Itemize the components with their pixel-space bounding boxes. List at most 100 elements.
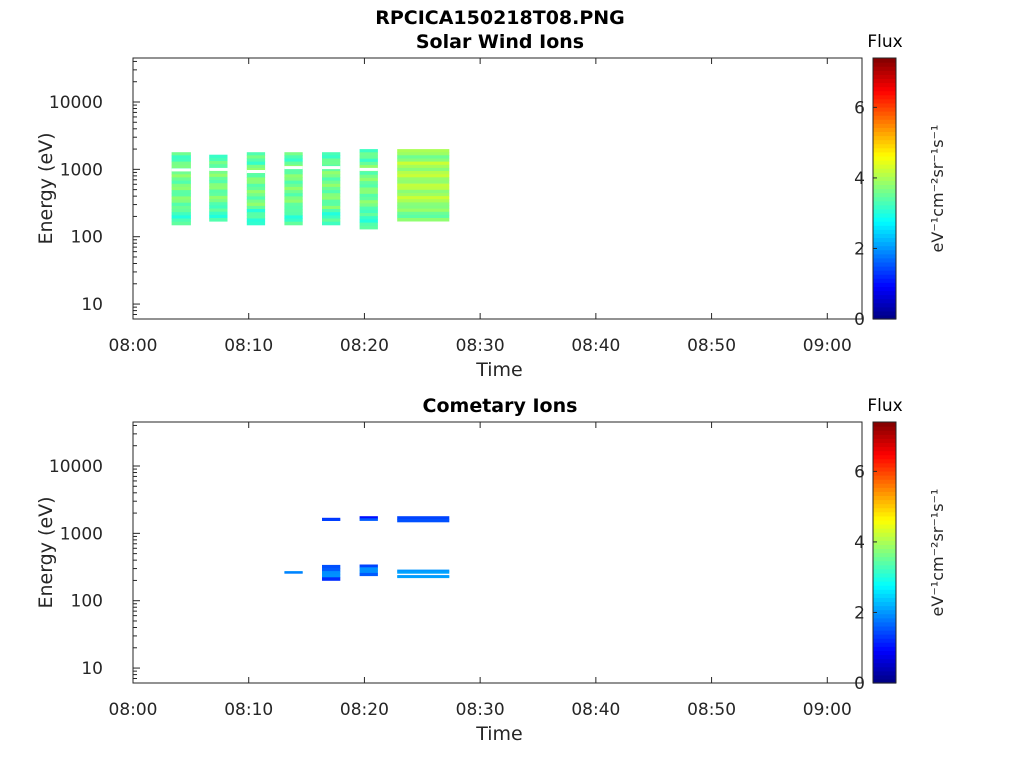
heatmap-cell (397, 167, 450, 172)
heatmap-cell (322, 209, 341, 213)
heatmap-gap (322, 166, 341, 170)
heatmap-cell (397, 149, 450, 153)
colorbar-cell (873, 98, 896, 104)
heatmap-cell (246, 212, 266, 216)
heatmap-cell (284, 168, 303, 172)
colorbar-cell (873, 176, 896, 181)
heatmap-cell (171, 152, 191, 156)
heatmap-cell (209, 189, 228, 194)
colorbar-cell (873, 192, 896, 198)
heatmap-cell (359, 216, 378, 220)
heatmap-cell (359, 152, 378, 156)
heatmap-cell (171, 177, 191, 181)
colorbar-cell (873, 430, 896, 435)
heatmap-cell (284, 155, 303, 159)
heatmap-cell (171, 164, 191, 169)
colorbar-cell (873, 290, 896, 296)
colorbar-cell (873, 670, 896, 676)
heatmap-cell (322, 161, 341, 166)
colorbar-cell (873, 475, 896, 480)
colorbar-cell (873, 515, 896, 521)
heatmap-cell (284, 209, 303, 213)
colorbar-cell (873, 204, 896, 210)
heatmap-cell (246, 221, 266, 226)
colorbar-cell (873, 200, 896, 206)
colorbar-tick-label: 2 (854, 603, 865, 623)
heatmap-cell (284, 218, 303, 223)
y-tick-label: 1000 (60, 524, 103, 544)
colorbar-cell (873, 560, 896, 566)
heatmap-cell (397, 569, 450, 572)
heatmap-cell (397, 180, 450, 184)
colorbar-cell (873, 674, 896, 680)
colorbar-cell (873, 217, 896, 222)
colorbar-cell (873, 278, 896, 283)
colorbar-cell (873, 544, 896, 550)
heatmap-cell (322, 519, 341, 521)
heatmap-cell (359, 149, 378, 153)
panel-title: Cometary Ions (423, 395, 578, 417)
heatmap-cell (397, 171, 450, 175)
heatmap-cell (284, 193, 303, 197)
colorbar-cell (873, 597, 896, 603)
heatmap-cell (322, 171, 341, 175)
heatmap-cell (322, 196, 341, 200)
heatmap-cell (322, 193, 341, 197)
colorbar-cell (873, 229, 896, 234)
heatmap-cell (171, 190, 191, 194)
colorbar-cell (873, 119, 896, 124)
colorbar-cell (873, 422, 896, 427)
x-tick-label: 09:00 (803, 336, 852, 356)
heatmap-cell (359, 197, 378, 201)
heatmap-cell (246, 174, 266, 178)
heatmap-cell (209, 186, 228, 190)
heatmap-cell (322, 177, 341, 181)
heatmap-cell (359, 213, 378, 217)
colorbar-cell (873, 135, 896, 141)
colorbar-cell (873, 585, 896, 590)
colorbar-cell (873, 634, 896, 639)
colorbar-cell (873, 282, 896, 287)
colorbar-cell (873, 446, 896, 452)
heatmap-cell (284, 152, 303, 156)
x-tick-label: 08:30 (456, 700, 505, 720)
heatmap-cell (359, 200, 378, 204)
heatmap-cell (246, 168, 266, 172)
heatmap-cell (284, 212, 303, 216)
colorbar-cell (873, 294, 896, 300)
x-tick-label: 08:00 (109, 336, 158, 356)
colorbar-cell (873, 127, 896, 133)
heatmap-cell (284, 196, 303, 200)
heatmap-cell (246, 155, 266, 159)
heatmap-cell (359, 187, 378, 192)
colorbar-cell (873, 654, 896, 660)
x-tick-label: 08:10 (224, 336, 273, 356)
heatmap-cell (246, 152, 266, 156)
heatmap-cell (397, 183, 450, 188)
colorbar-tick-label: 6 (854, 462, 865, 482)
colorbar-cell (873, 589, 896, 594)
heatmap-cell (209, 205, 228, 209)
y-axis-label: Energy (eV) (35, 496, 57, 608)
colorbar-cell (873, 593, 896, 598)
colorbar-cell (873, 540, 896, 545)
heatmap-cell (171, 155, 191, 159)
heatmap-cell (284, 177, 303, 181)
panel-1: Solar Wind Ions 08:00 08:10 08:20 08:30 08:40… (35, 31, 947, 381)
heatmap-cell (322, 158, 341, 163)
colorbar-cell (873, 568, 896, 574)
heatmap-cell (359, 572, 378, 577)
colorbar-cell (873, 172, 896, 177)
heatmap-cell (171, 221, 191, 226)
figure-title: RPCICA150218T08.PNG (375, 7, 625, 29)
heatmap-cell (171, 202, 191, 207)
colorbar-cell (873, 78, 896, 84)
x-tick-label: 08:20 (340, 700, 389, 720)
colorbar-cell (873, 458, 896, 464)
x-axis-label: Time (475, 723, 523, 745)
heatmap-cell (322, 190, 341, 194)
colorbar-cell (873, 528, 896, 533)
heatmap-cell (246, 218, 266, 223)
heatmap-cell (171, 186, 191, 191)
colorbar-cell (873, 503, 896, 509)
